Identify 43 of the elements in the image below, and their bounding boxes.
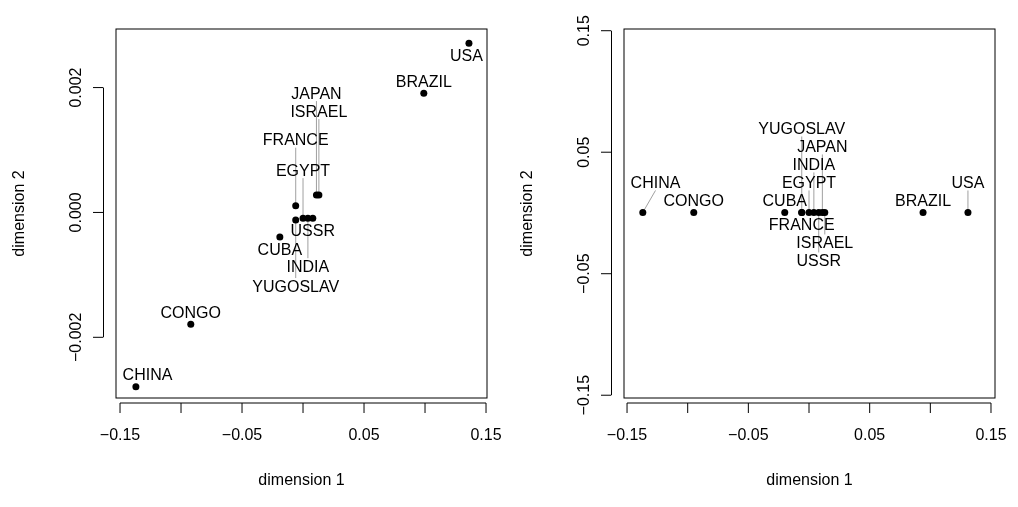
data-label: FRANCE bbox=[768, 216, 835, 234]
data-label: ISRAEL bbox=[290, 102, 348, 120]
data-label: CUBA bbox=[257, 240, 303, 258]
data-label: USA bbox=[951, 174, 985, 192]
data-label: CHINA bbox=[630, 174, 681, 192]
x-tick-label: 0.05 bbox=[348, 426, 380, 443]
data-label: CHINA bbox=[122, 366, 173, 384]
data-label: EGYPT bbox=[275, 161, 331, 179]
x-tick-label: −0.15 bbox=[606, 426, 648, 443]
y-tick-label: 0.15 bbox=[575, 15, 592, 47]
x-tick-label: 0.15 bbox=[975, 426, 1007, 443]
data-label: USSR bbox=[796, 252, 841, 270]
data-label: JAPAN bbox=[797, 138, 848, 156]
y-tick-label: −0.15 bbox=[575, 374, 592, 416]
x-axis-title: dimension 1 bbox=[258, 471, 345, 488]
x-tick-label: 0.05 bbox=[854, 426, 886, 443]
x-tick-label: 0.15 bbox=[470, 426, 502, 443]
x-tick-label: −0.05 bbox=[728, 426, 769, 443]
y-tick-label: 0.002 bbox=[67, 67, 84, 108]
data-label: EGYPT bbox=[781, 174, 837, 192]
data-label: INDIA bbox=[792, 156, 836, 174]
data-label: ISRAEL bbox=[796, 234, 854, 252]
x-tick-label: −0.05 bbox=[221, 426, 263, 443]
y-tick-label: −0.002 bbox=[67, 312, 84, 363]
data-label: USSR bbox=[290, 221, 336, 239]
y-tick-label: 0.000 bbox=[67, 192, 84, 233]
y-axis-title: dimension 2 bbox=[518, 170, 535, 257]
data-label: JAPAN bbox=[291, 84, 342, 102]
data-label: FRANCE bbox=[262, 131, 329, 149]
y-tick-label: 0.05 bbox=[575, 136, 592, 168]
data-label: CUBA bbox=[762, 192, 808, 210]
data-label: CONGO bbox=[663, 192, 724, 210]
data-label: INDIA bbox=[286, 257, 330, 275]
data-label: BRAZIL bbox=[395, 72, 452, 90]
data-label: BRAZIL bbox=[895, 192, 952, 210]
data-label: USA bbox=[450, 46, 484, 64]
data-label: YUGOSLAV bbox=[758, 120, 846, 138]
y-tick-label: −0.05 bbox=[575, 253, 592, 294]
data-label: YUGOSLAV bbox=[252, 277, 340, 295]
x-tick-label: −0.15 bbox=[99, 426, 141, 443]
x-axis-title: dimension 1 bbox=[766, 471, 853, 488]
y-axis-title: dimension 2 bbox=[10, 170, 27, 257]
data-label: CONGO bbox=[160, 303, 222, 321]
